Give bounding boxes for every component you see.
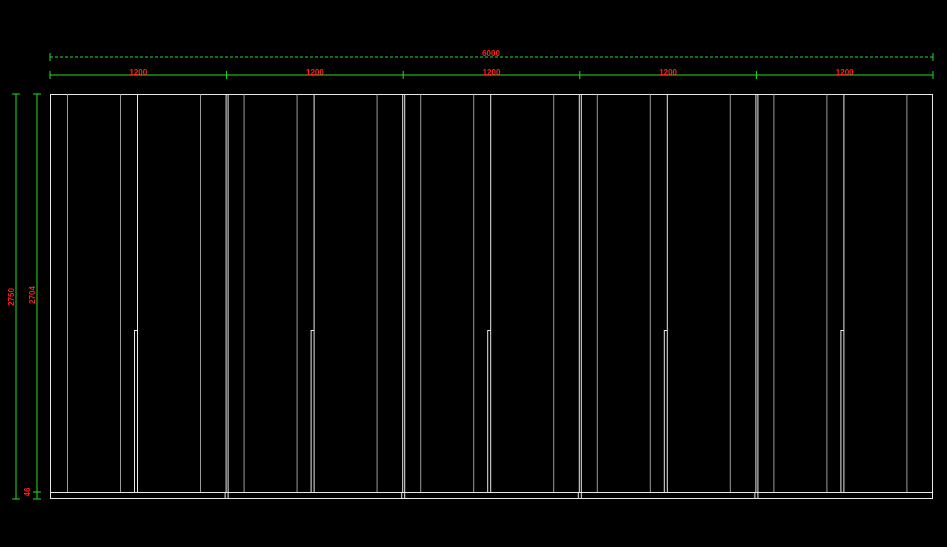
door-handle: [663, 330, 668, 492]
door-handle: [310, 330, 315, 492]
door-handle: [840, 330, 844, 492]
base-height-label: 46: [23, 487, 32, 496]
overall-height-label: 2750: [7, 288, 16, 306]
door-handle: [487, 330, 491, 492]
panel-width-label: 1200: [483, 68, 501, 77]
base-plinth: [50, 492, 933, 499]
overall-width-label: 6000: [482, 49, 500, 58]
door-handle: [134, 330, 138, 492]
panel-height-label: 2704: [28, 286, 37, 304]
panel-width-label: 1200: [129, 68, 147, 77]
panel-width-label: 1200: [306, 68, 324, 77]
panel-width-label: 1200: [836, 68, 854, 77]
panel-width-label: 1200: [659, 68, 677, 77]
